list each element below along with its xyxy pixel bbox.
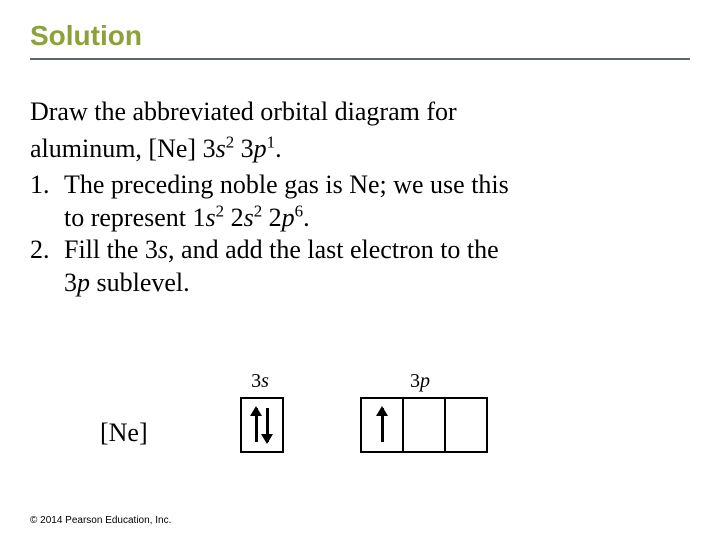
orbital-box bbox=[360, 397, 404, 453]
orbital-boxes bbox=[240, 397, 284, 453]
arrow-up-icon bbox=[381, 408, 384, 442]
list-item-1: 1. The preceding noble gas is Ne; we use… bbox=[30, 169, 670, 234]
noble-gas-label: [Ne] bbox=[100, 418, 148, 448]
title-underline bbox=[30, 58, 690, 60]
orbital-label: 3p bbox=[360, 370, 480, 393]
slide: Solution Draw the abbreviated orbital di… bbox=[0, 0, 720, 540]
orbital-boxes bbox=[360, 397, 488, 453]
body-text: Draw the abbreviated orbital diagram for… bbox=[30, 96, 670, 299]
orbital-box bbox=[446, 397, 488, 453]
orbital-set: 3s bbox=[240, 370, 284, 453]
orbital-box bbox=[404, 397, 446, 453]
slide-title: Solution bbox=[30, 20, 690, 52]
orbital-box bbox=[240, 397, 284, 453]
arrow-up-icon bbox=[255, 408, 258, 442]
arrow-down-icon bbox=[266, 408, 269, 442]
orbital-diagram: [Ne] 3s 3p bbox=[100, 360, 640, 480]
orbital-label: 3s bbox=[240, 370, 280, 393]
list-item-2: 2. Fill the 3s, and add the last electro… bbox=[30, 234, 670, 299]
orbital-set: 3p bbox=[360, 370, 488, 453]
prompt-line-2: aluminum, [Ne] 3s2 3p1. bbox=[30, 133, 670, 166]
prompt-line-1: Draw the abbreviated orbital diagram for bbox=[30, 96, 670, 129]
copyright-text: © 2014 Pearson Education, Inc. bbox=[30, 515, 171, 526]
